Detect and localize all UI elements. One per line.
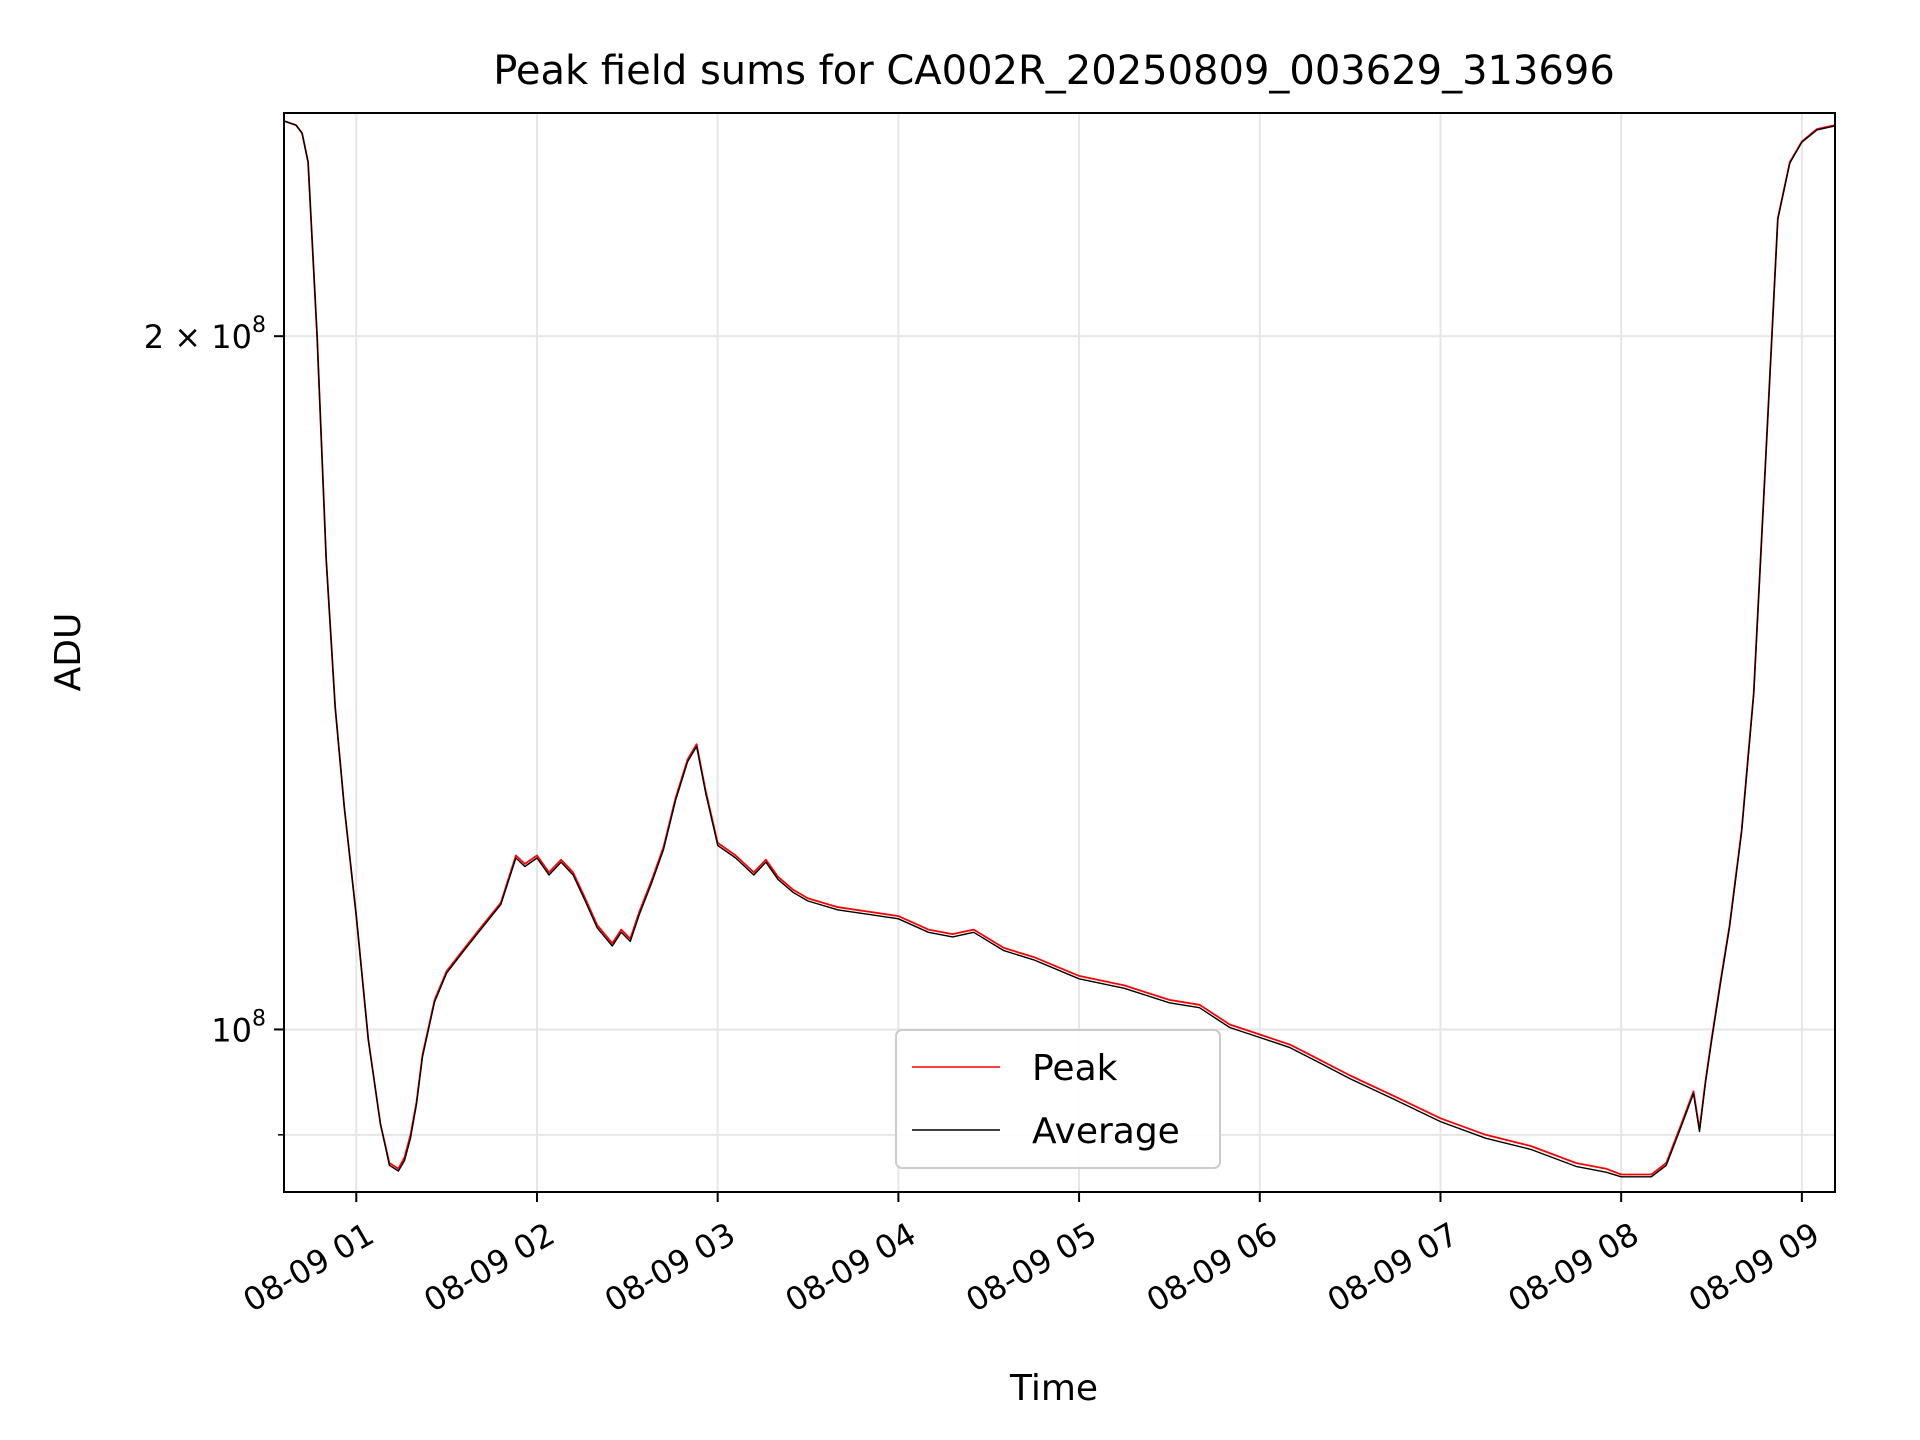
series-line-average: [283, 120, 1836, 1178]
y-axis-ticks: 108 2 × 108: [144, 313, 284, 1136]
y-tick-label: 108: [211, 1006, 266, 1049]
legend-label-peak: Peak: [1032, 1048, 1118, 1089]
legend-label-average: Average: [1032, 1111, 1180, 1152]
grid: [284, 113, 1835, 1192]
chart-title: Peak field sums for CA002R_20250809_0036…: [493, 48, 1615, 94]
plot-frame: [283, 112, 1836, 1193]
legend: Peak Average: [895, 1029, 1221, 1169]
y-axis-label: ADU: [48, 613, 89, 692]
y-tick-label: 2 × 108: [144, 313, 266, 356]
legend-box: [895, 1029, 1221, 1169]
x-axis-label: Time: [1009, 1368, 1098, 1409]
series-group: [283, 120, 1836, 1178]
